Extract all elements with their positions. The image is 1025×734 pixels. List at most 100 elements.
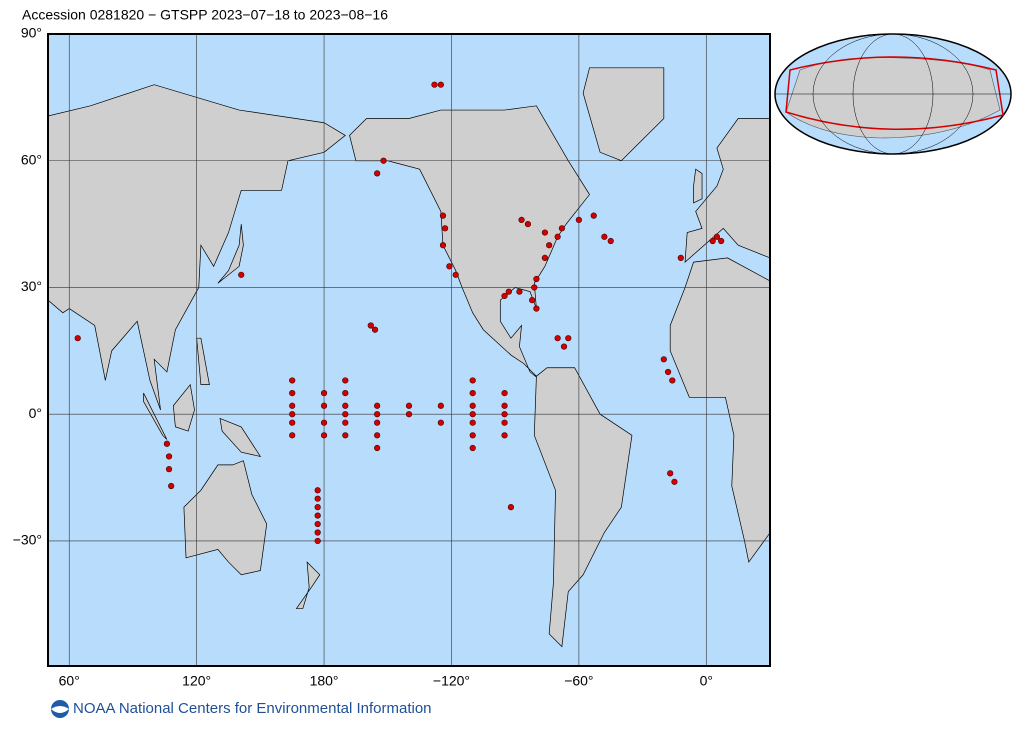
observation <box>374 170 381 177</box>
observation <box>677 254 684 262</box>
landmass <box>172 383 195 432</box>
observation <box>560 343 568 350</box>
observation <box>469 444 476 452</box>
observation <box>405 402 413 409</box>
observation <box>469 411 476 418</box>
observation <box>667 470 674 477</box>
landmass <box>219 417 262 457</box>
observation <box>531 284 538 291</box>
observation <box>380 157 387 164</box>
y-tick-label: 90° <box>21 25 42 41</box>
x-tick-label: 180° <box>310 673 339 689</box>
observation <box>533 305 540 312</box>
observation <box>342 419 349 426</box>
observation <box>289 389 296 397</box>
observation <box>469 377 476 384</box>
observation <box>516 288 523 295</box>
landmass <box>217 224 244 284</box>
observation <box>165 453 173 460</box>
observation <box>446 263 453 270</box>
observation <box>342 411 349 418</box>
observation <box>437 81 444 88</box>
observation <box>314 512 321 519</box>
observation <box>314 495 321 502</box>
observation <box>469 432 476 439</box>
observation <box>505 288 512 295</box>
observation <box>374 411 381 418</box>
observation <box>671 478 678 485</box>
observation <box>165 466 173 473</box>
y-tick-label: 60° <box>21 151 42 167</box>
observation <box>501 292 508 300</box>
observation <box>660 356 667 363</box>
observation <box>163 440 171 447</box>
observation <box>439 242 447 249</box>
observation <box>718 237 725 245</box>
observation <box>374 432 381 439</box>
y-tick-label: 0° <box>29 405 42 421</box>
observation <box>501 402 508 409</box>
observation <box>314 487 321 494</box>
observation <box>439 212 447 219</box>
observation <box>590 212 597 219</box>
observation <box>374 402 381 409</box>
observation <box>320 389 328 397</box>
observation <box>518 216 525 223</box>
observation <box>442 225 449 232</box>
landmass <box>693 168 703 204</box>
observation <box>554 335 561 342</box>
observation <box>342 389 349 397</box>
observation <box>501 419 508 426</box>
observation <box>374 419 381 426</box>
observation <box>342 377 349 384</box>
observation <box>452 271 459 278</box>
observation <box>289 402 296 409</box>
x-tick-label: 0° <box>700 673 713 689</box>
x-tick-label: 60° <box>59 673 80 689</box>
observation <box>507 504 515 511</box>
landmass <box>183 460 268 576</box>
y-tick-label: −30° <box>13 532 42 548</box>
y-tick-label: 30° <box>21 278 42 294</box>
observation <box>664 368 672 376</box>
observation <box>371 326 379 333</box>
observation <box>554 233 561 240</box>
x-tick-label: −60° <box>564 673 593 689</box>
observation <box>541 229 549 236</box>
observation <box>607 237 614 245</box>
observation <box>314 520 321 528</box>
observation <box>669 377 676 384</box>
grid <box>48 34 770 666</box>
observation <box>469 402 476 409</box>
observation <box>238 271 245 278</box>
observation <box>289 432 296 439</box>
observation <box>558 225 565 232</box>
observation <box>320 432 328 439</box>
title: Accession 0281820 − GTSPP 2023−07−18 to … <box>22 7 388 23</box>
observation <box>541 254 549 262</box>
observation <box>74 335 81 342</box>
observation <box>713 233 721 240</box>
observation <box>524 221 532 228</box>
observation <box>342 402 349 409</box>
observation <box>437 402 444 409</box>
observation <box>405 411 413 418</box>
observations <box>74 81 725 545</box>
observation <box>469 389 476 397</box>
landmass <box>533 367 633 648</box>
observation <box>601 233 608 240</box>
map-frame <box>47 33 771 667</box>
observation <box>289 419 296 426</box>
observation <box>168 482 175 490</box>
observation <box>367 322 374 329</box>
observation <box>533 275 540 283</box>
landmass <box>669 257 770 563</box>
landmass <box>295 561 321 609</box>
observation <box>289 411 296 418</box>
noaa-logo <box>51 700 69 718</box>
observation <box>342 432 349 439</box>
observation <box>565 335 572 342</box>
observation <box>431 81 438 88</box>
observation <box>314 529 321 536</box>
observation <box>289 377 296 384</box>
